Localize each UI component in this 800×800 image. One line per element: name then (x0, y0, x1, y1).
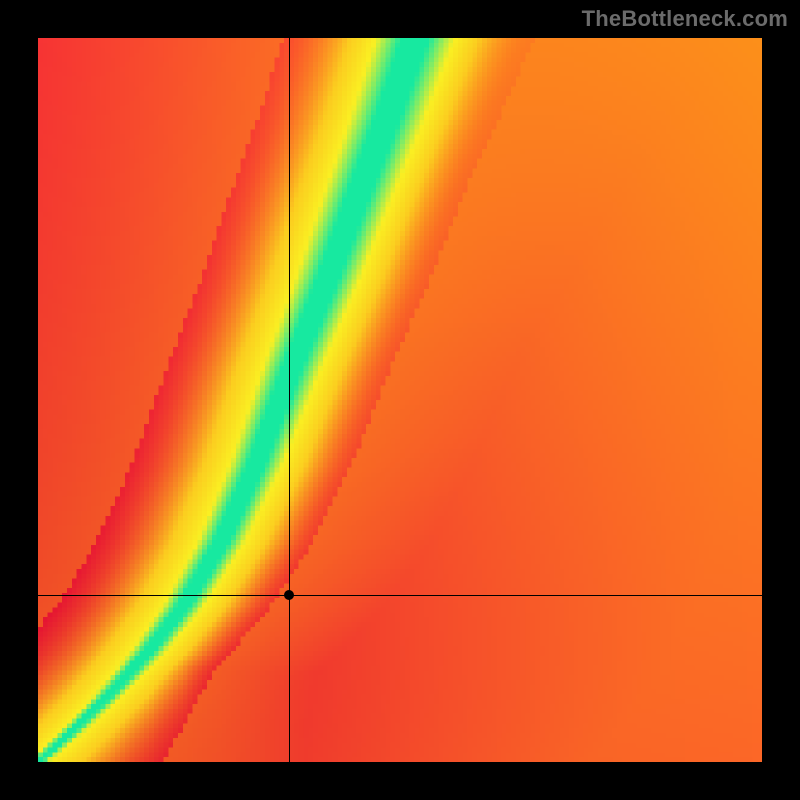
heatmap-plot (38, 38, 762, 762)
heatmap-canvas (38, 38, 762, 762)
crosshair-horizontal (38, 595, 762, 596)
watermark-text: TheBottleneck.com (582, 6, 788, 32)
crosshair-marker (284, 590, 294, 600)
chart-container: TheBottleneck.com (0, 0, 800, 800)
crosshair-vertical (289, 38, 290, 762)
